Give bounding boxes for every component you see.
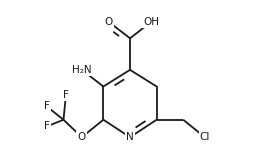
- Text: O: O: [104, 17, 113, 27]
- Text: Cl: Cl: [200, 132, 210, 142]
- Text: F: F: [63, 90, 69, 100]
- Text: F: F: [44, 101, 50, 111]
- Text: H₂N: H₂N: [72, 65, 92, 75]
- Text: O: O: [78, 132, 86, 142]
- Text: OH: OH: [144, 17, 160, 27]
- Text: N: N: [126, 132, 134, 142]
- Text: F: F: [44, 121, 50, 131]
